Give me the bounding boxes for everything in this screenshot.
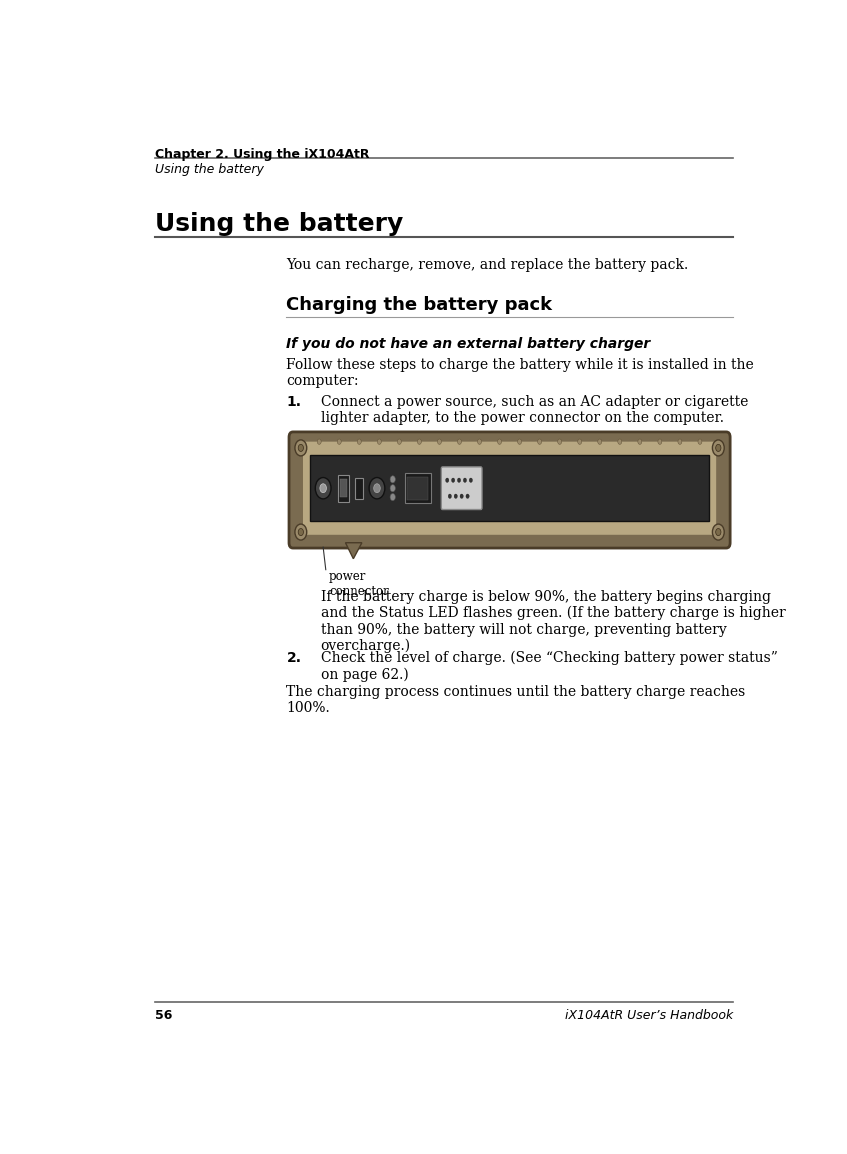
Circle shape	[446, 478, 449, 482]
FancyBboxPatch shape	[441, 467, 482, 510]
Polygon shape	[346, 542, 362, 559]
Circle shape	[451, 478, 455, 482]
Circle shape	[598, 439, 601, 444]
Circle shape	[457, 439, 462, 444]
Text: Connect a power source, such as an AC adapter or cigarette
lighter adapter, to t: Connect a power source, such as an AC ad…	[320, 395, 748, 425]
Text: iX104AtR User’s Handbook: iX104AtR User’s Handbook	[564, 1009, 733, 1021]
Circle shape	[397, 439, 401, 444]
Circle shape	[557, 439, 562, 444]
Text: The charging process continues until the battery charge reaches
100%.: The charging process continues until the…	[286, 685, 745, 715]
Circle shape	[390, 485, 396, 492]
Circle shape	[538, 439, 541, 444]
Circle shape	[318, 439, 321, 444]
Text: 56: 56	[155, 1009, 173, 1021]
Text: 1.: 1.	[286, 395, 302, 409]
Circle shape	[390, 494, 396, 501]
Circle shape	[298, 444, 303, 451]
Circle shape	[658, 439, 662, 444]
Text: Follow these steps to charge the battery while it is installed in the
computer:: Follow these steps to charge the battery…	[286, 358, 754, 388]
Circle shape	[374, 484, 380, 493]
Circle shape	[460, 494, 463, 499]
Text: Using the battery: Using the battery	[155, 211, 403, 235]
Bar	[310, 455, 709, 522]
Circle shape	[448, 494, 451, 499]
Circle shape	[678, 439, 682, 444]
Bar	[340, 479, 347, 497]
Bar	[407, 477, 429, 500]
Bar	[338, 475, 350, 502]
Text: If you do not have an external battery charger: If you do not have an external battery c…	[286, 337, 650, 351]
Text: You can recharge, remove, and replace the battery pack.: You can recharge, remove, and replace th…	[286, 257, 689, 272]
Circle shape	[638, 439, 642, 444]
Circle shape	[466, 494, 469, 499]
Circle shape	[716, 444, 721, 451]
Bar	[355, 478, 363, 499]
Bar	[405, 473, 431, 503]
Circle shape	[378, 439, 381, 444]
Text: Charging the battery pack: Charging the battery pack	[286, 297, 552, 314]
Text: 2.: 2.	[286, 651, 302, 665]
FancyBboxPatch shape	[302, 441, 717, 535]
Circle shape	[369, 478, 385, 499]
Circle shape	[457, 478, 461, 482]
Circle shape	[518, 439, 522, 444]
Circle shape	[469, 478, 473, 482]
Circle shape	[315, 478, 331, 499]
Circle shape	[418, 439, 421, 444]
Circle shape	[698, 439, 702, 444]
Circle shape	[497, 439, 501, 444]
Circle shape	[578, 439, 582, 444]
Circle shape	[295, 524, 307, 540]
Circle shape	[390, 475, 396, 482]
Circle shape	[295, 440, 307, 456]
Circle shape	[337, 439, 341, 444]
Text: Chapter 2. Using the iX104AtR: Chapter 2. Using the iX104AtR	[155, 148, 369, 160]
Circle shape	[478, 439, 481, 444]
Circle shape	[320, 484, 326, 493]
Circle shape	[716, 529, 721, 535]
Text: If the battery charge is below 90%, the battery begins charging
and the Status L: If the battery charge is below 90%, the …	[320, 590, 785, 653]
Text: Using the battery: Using the battery	[155, 163, 264, 177]
Circle shape	[437, 439, 441, 444]
Circle shape	[357, 439, 362, 444]
Circle shape	[712, 440, 724, 456]
Text: power
connector: power connector	[329, 570, 389, 598]
Circle shape	[454, 494, 457, 499]
Circle shape	[298, 529, 303, 535]
Circle shape	[617, 439, 622, 444]
Text: Check the level of charge. (See “Checking battery power status”
on page 62.): Check the level of charge. (See “Checkin…	[320, 651, 778, 682]
Circle shape	[712, 524, 724, 540]
FancyBboxPatch shape	[289, 432, 730, 548]
Circle shape	[463, 478, 467, 482]
